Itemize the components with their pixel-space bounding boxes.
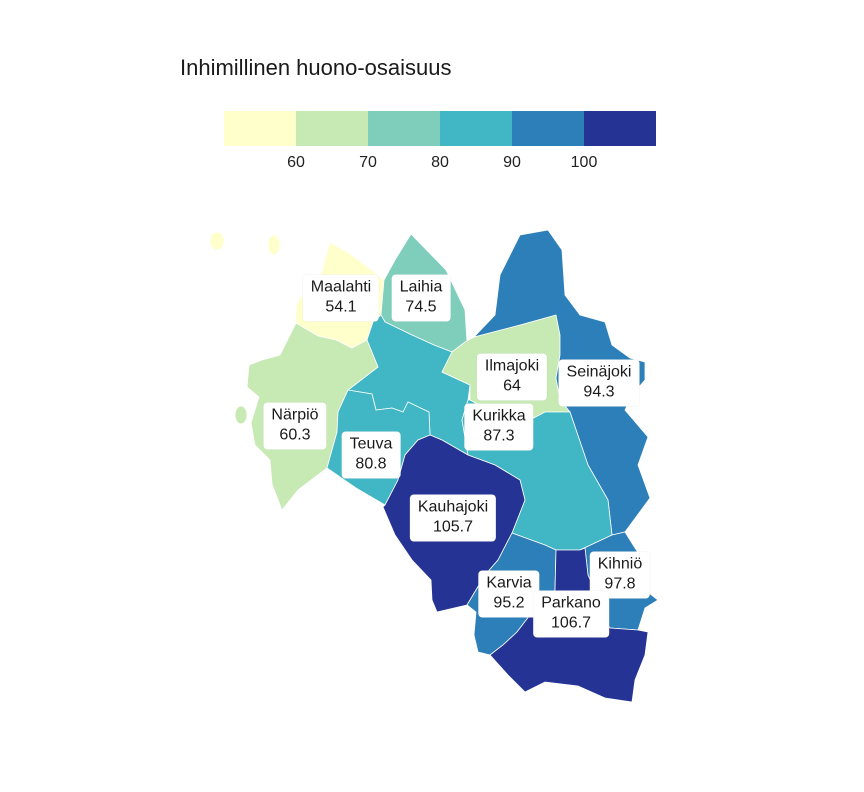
label-laihia: Laihia 74.5 (391, 274, 451, 322)
municipality-value: 94.3 (583, 383, 615, 401)
legend-swatch (440, 111, 512, 146)
label-maalahti: Maalahti 54.1 (302, 274, 380, 322)
municipality-value: 105.7 (432, 518, 474, 536)
label-kurikka: Kurikka 87.3 (464, 403, 534, 451)
municipality-value: 97.8 (604, 575, 636, 593)
legend-ticks: 60 70 80 90 100 (224, 154, 656, 178)
legend-tick-label: 70 (359, 154, 377, 171)
municipality-name: Maalahti (310, 278, 372, 296)
municipality-value: 64 (503, 377, 521, 395)
legend-color-bar (224, 111, 656, 146)
municipality-value: 54.1 (325, 298, 357, 316)
map-title: Inhimillinen huono-osaisuus (180, 55, 452, 80)
municipality-name: Ilmajoki (484, 357, 540, 375)
municipality-value: 60.3 (279, 426, 311, 444)
municipality-name: Laihia (399, 278, 443, 296)
municipality-name: Kurikka (472, 407, 526, 425)
legend-tick-label: 90 (503, 154, 521, 171)
municipality-name: Teuva (349, 435, 393, 453)
legend-tick-label: 80 (431, 154, 449, 171)
legend: 60 70 80 90 100 (224, 111, 656, 181)
municipality-name: Kauhajoki (417, 498, 489, 516)
municipality-name: Parkano (541, 594, 601, 612)
municipality-name: Kihniö (597, 555, 643, 573)
municipality-value: 87.3 (483, 427, 515, 445)
label-kauhajoki: Kauhajoki 105.7 (409, 494, 497, 542)
legend-swatch (512, 111, 584, 146)
legend-tick-label: 100 (570, 154, 598, 171)
municipality-name: Karvia (486, 574, 532, 592)
municipality-value: 80.8 (355, 455, 387, 473)
municipality-name: Närpiö (271, 406, 319, 424)
label-narpio: Närpiö 60.3 (263, 402, 327, 450)
label-ilmajoki: Ilmajoki 64 (476, 353, 548, 401)
municipality-name: Seinäjoki (566, 363, 632, 381)
label-seinajoki: Seinäjoki 94.3 (558, 359, 640, 407)
legend-swatch (584, 111, 656, 146)
legend-swatch (296, 111, 368, 146)
label-parkano: Parkano 106.7 (533, 590, 609, 638)
legend-swatch (224, 111, 296, 146)
municipality-value: 106.7 (550, 614, 592, 632)
label-teuva: Teuva 80.8 (341, 431, 401, 479)
label-karvia: Karvia 95.2 (478, 570, 540, 618)
legend-swatch (368, 111, 440, 146)
municipality-value: 95.2 (493, 594, 525, 612)
legend-tick-label: 60 (287, 154, 305, 171)
municipality-value: 74.5 (405, 298, 437, 316)
